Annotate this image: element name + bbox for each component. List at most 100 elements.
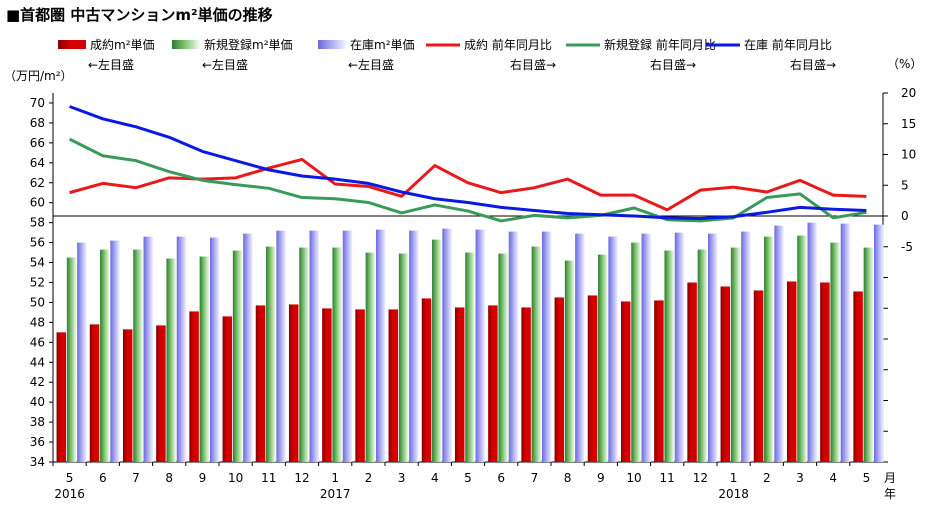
y-left-tick-label: 36: [30, 435, 45, 449]
x-tick-label: 9: [597, 471, 605, 485]
bar-new: [598, 254, 608, 462]
bar-contract: [89, 324, 100, 462]
bar-new: [133, 249, 143, 462]
bar-stock: [707, 233, 718, 462]
y-left-tick-label: 52: [30, 275, 45, 289]
bar-stock: [77, 242, 87, 462]
bar-contract: [820, 282, 830, 462]
bar-stock: [409, 230, 419, 462]
bar-stock: [674, 232, 685, 462]
legend-swatch: [58, 40, 86, 49]
bar-contract: [388, 309, 399, 462]
bar-stock: [741, 231, 751, 462]
bar-stock: [641, 233, 652, 462]
bar-new: [498, 253, 508, 462]
y-left-tick-label: 66: [30, 136, 45, 150]
y-left-tick-label: 40: [30, 395, 45, 409]
legend-sublabel: 右目盛→: [650, 57, 696, 72]
bar-contract: [720, 286, 731, 462]
x-year-label: 2018: [718, 487, 749, 501]
bar-contract: [454, 307, 465, 462]
x-tick-label: 3: [398, 471, 406, 485]
bar-stock: [309, 230, 320, 462]
bar-contract: [156, 325, 166, 462]
y-left-tick-label: 60: [30, 196, 45, 210]
bar-stock: [375, 229, 386, 462]
bar-stock: [774, 225, 784, 462]
bar-contract: [587, 295, 598, 462]
bar-stock: [575, 233, 585, 462]
y-right-tick-label: -5: [901, 240, 913, 254]
bar-stock: [243, 233, 253, 462]
x-tick-label: 11: [261, 471, 276, 485]
y-left-tick-label: 58: [30, 216, 45, 230]
bar-new: [797, 235, 807, 462]
x-tick-label: 2: [365, 471, 373, 485]
legend-item: 在庫m²単価 ←左目盛: [318, 38, 415, 72]
bar-new: [398, 253, 409, 462]
x-tick-label: 5: [66, 471, 74, 485]
x-tick-label: 4: [829, 471, 837, 485]
y-right-unit: （%）: [887, 57, 922, 71]
bar-new: [232, 250, 243, 462]
x-unit-year: 年: [884, 487, 896, 501]
x-tick-label: 12: [693, 471, 708, 485]
bar-stock: [176, 236, 187, 462]
bar-new: [631, 242, 641, 462]
legend-sublabel: ←左目盛: [348, 57, 394, 72]
bar-layer: [56, 222, 884, 462]
bar-new: [830, 242, 840, 462]
bar-stock: [475, 229, 486, 462]
bar-contract: [853, 291, 863, 462]
legend-label: 新規登録 前年同月比: [604, 37, 716, 52]
bar-contract: [222, 316, 233, 462]
x-tick-label: 7: [132, 471, 140, 485]
y-right-tick-label: 5: [901, 178, 909, 192]
bar-new: [365, 252, 376, 462]
bar-new: [66, 257, 77, 462]
y-left-tick-label: 54: [30, 256, 45, 270]
legend-sublabel: ←左目盛: [88, 57, 134, 72]
y-right-tick-label: 10: [901, 148, 916, 162]
y-left-tick-label: 62: [30, 176, 45, 190]
y-right-tick-label: 20: [901, 86, 916, 100]
y-right-tick-label: 15: [901, 117, 916, 131]
bar-stock: [276, 230, 286, 462]
bar-new: [764, 236, 774, 462]
axes: 34363840424446485052545658606264666870-5…: [4, 57, 922, 501]
x-tick-label: 6: [497, 471, 505, 485]
legend-item: 新規登録m²単価 ←左目盛: [172, 37, 293, 72]
bar-contract: [122, 329, 133, 462]
bar-contract: [189, 311, 199, 462]
bar-contract: [521, 307, 531, 462]
bar-new: [432, 239, 442, 462]
bar-new: [266, 246, 276, 462]
legend-label: 成約 前年同月比: [464, 37, 552, 52]
series-line-stock: [69, 105, 867, 220]
legend-item: 成約m²単価 ←左目盛: [58, 37, 155, 72]
legend-label: 成約m²単価: [90, 37, 155, 52]
x-tick-label: 4: [431, 471, 439, 485]
legend-label: 在庫m²単価: [350, 38, 415, 52]
x-year-label: 2017: [320, 487, 351, 501]
chart-title: ■首都圏 中古マンションm²単価の推移: [6, 6, 273, 24]
bar-new: [863, 247, 874, 462]
bar-stock: [342, 230, 353, 462]
bar-contract: [288, 304, 299, 462]
y-left-tick-label: 64: [30, 156, 45, 170]
x-tick-label: 10: [228, 471, 243, 485]
x-tick-label: 3: [796, 471, 804, 485]
legend: 成約m²単価 ←左目盛 新規登録m²単価 ←左目盛 在庫m²単価 ←左目盛 成約 前年同月比…: [58, 37, 836, 72]
bar-new: [100, 249, 110, 462]
bar-contract: [620, 301, 631, 462]
bar-contract: [753, 290, 764, 462]
bar-stock: [110, 240, 120, 462]
bar-stock: [840, 223, 851, 462]
bar-contract: [322, 308, 332, 462]
bar-stock: [541, 231, 552, 462]
